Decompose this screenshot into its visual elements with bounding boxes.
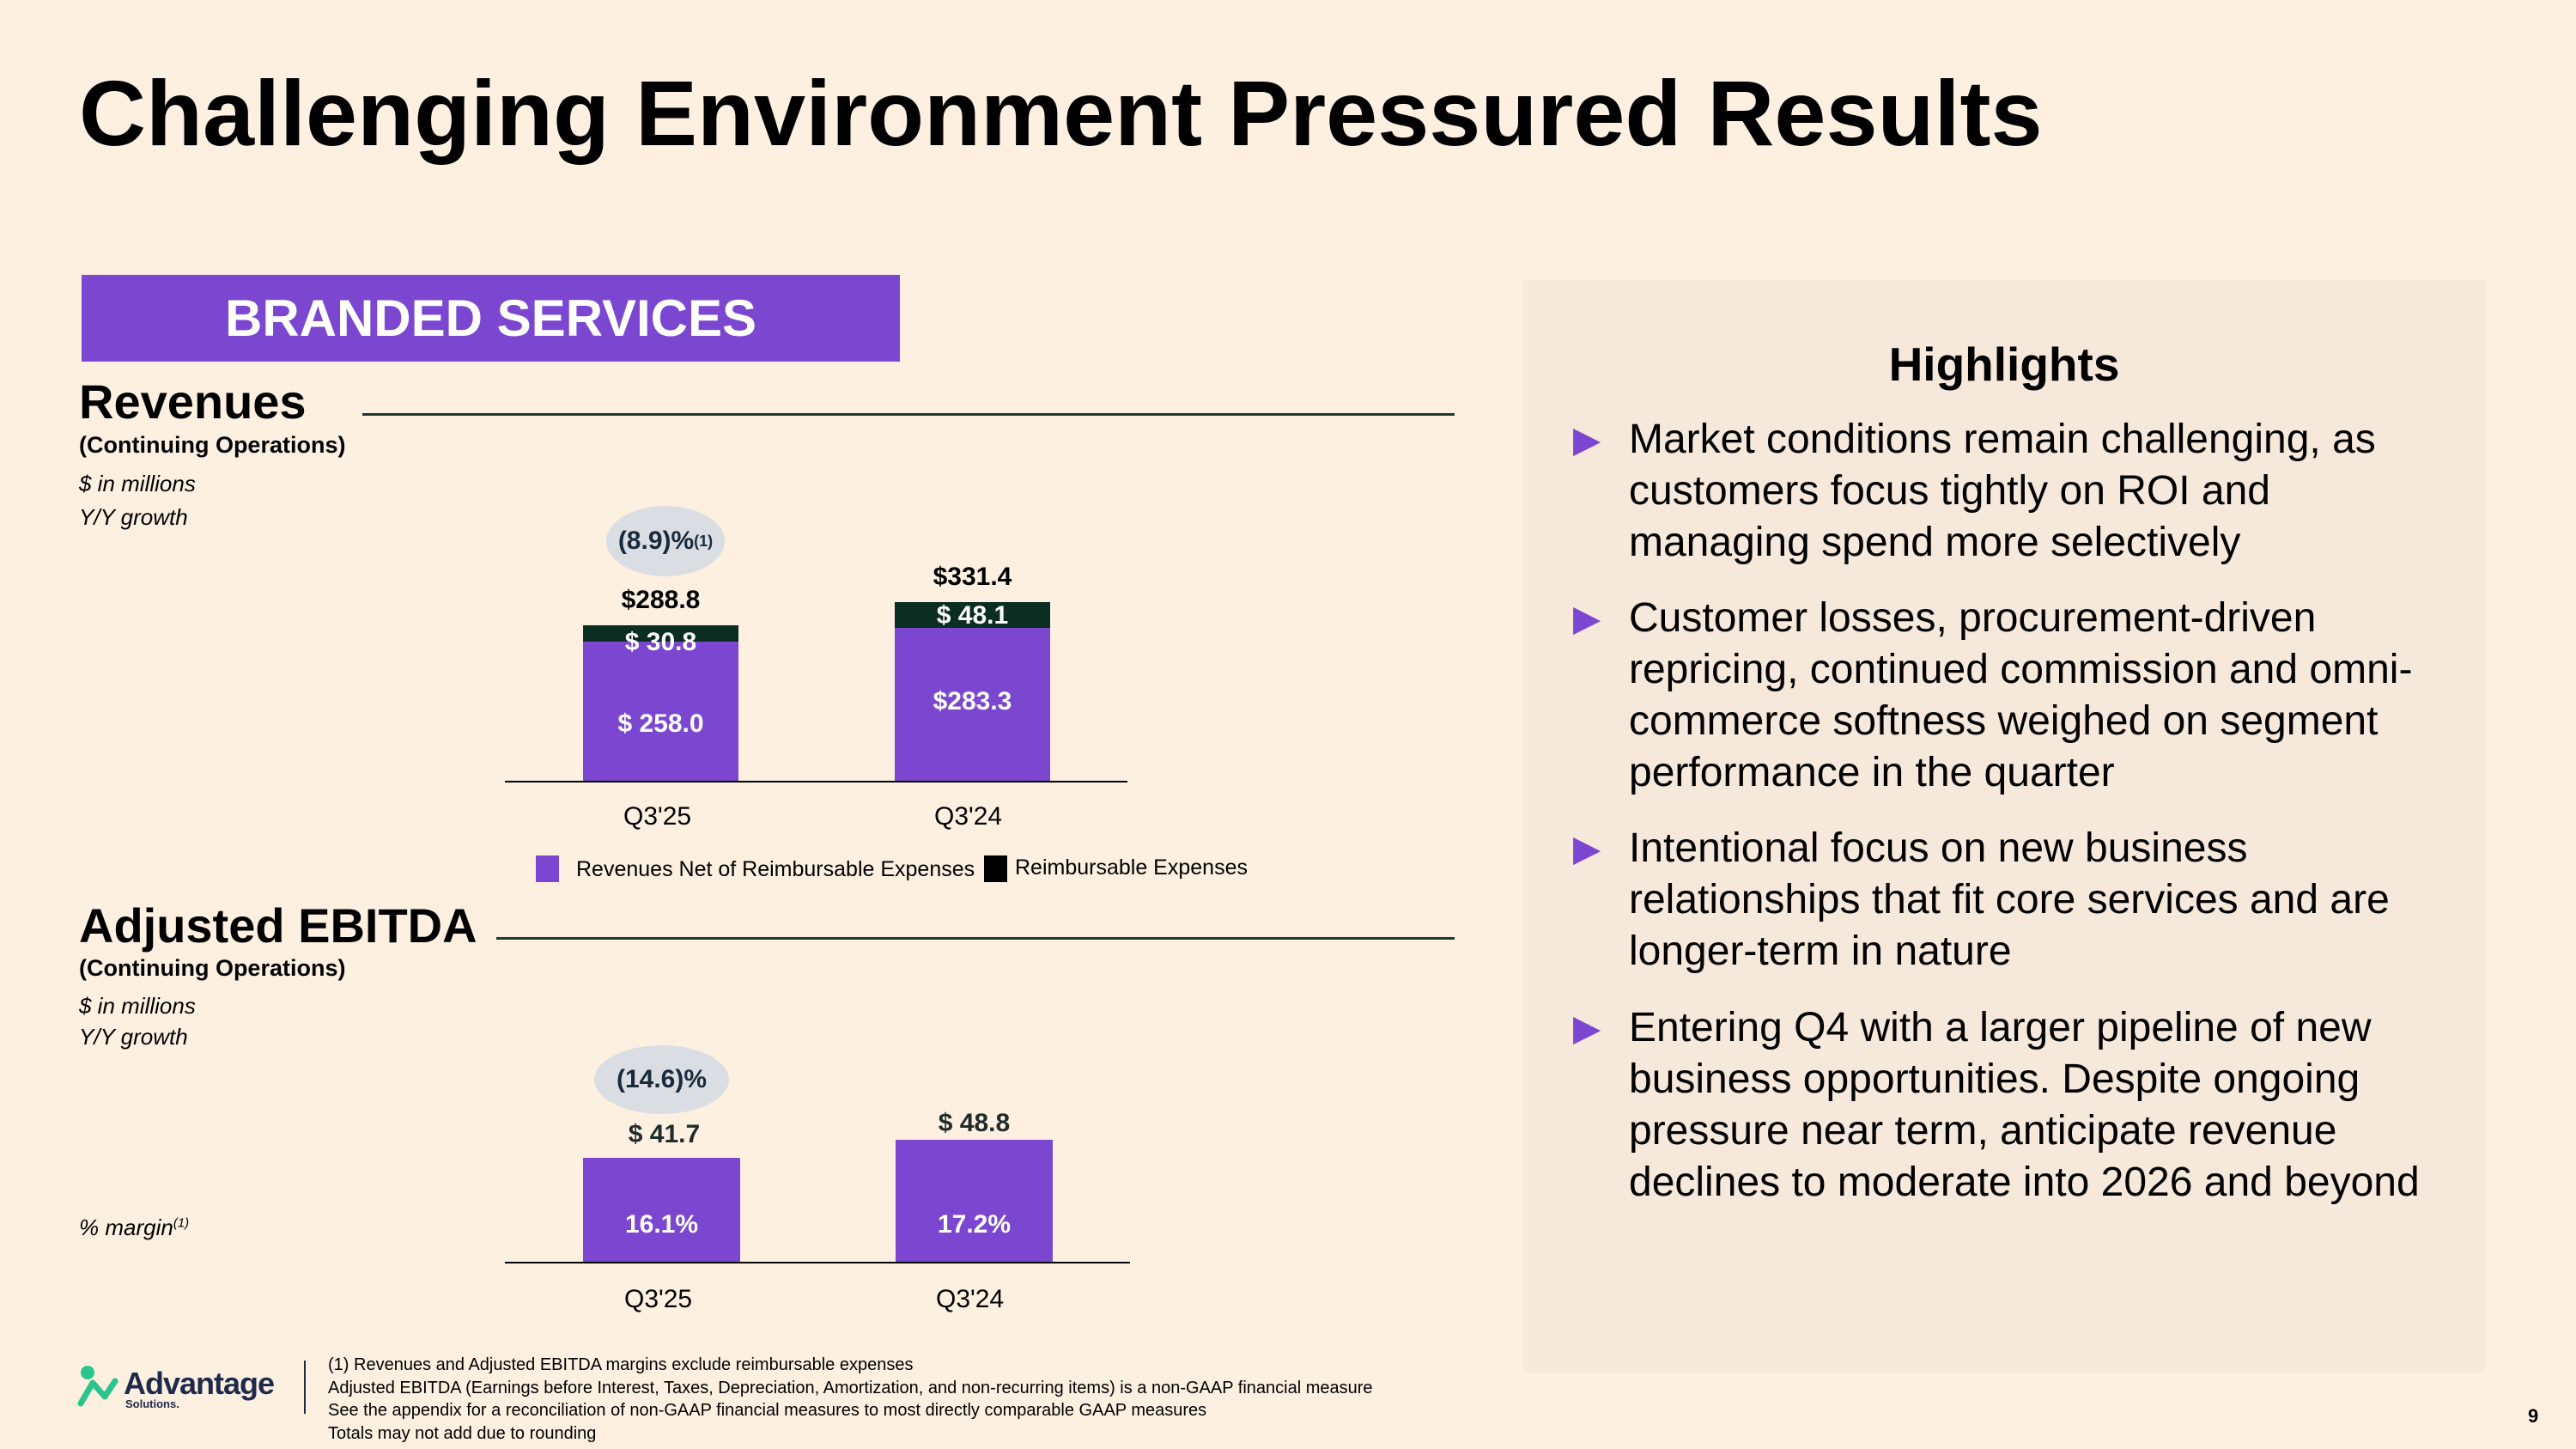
highlight-item: ▶ Customer losses, procurement-driven re… [1573, 593, 2458, 799]
ebitda-unit: $ in millions [79, 993, 196, 1019]
ebitda-growth-value: (14.6)% [616, 1065, 708, 1093]
advantage-logo-icon [77, 1366, 118, 1407]
ebitda-margin-note: (1) [173, 1215, 190, 1231]
label-net-q325: $ 258.0 [617, 709, 704, 739]
total-q324: $331.4 [933, 563, 1012, 591]
highlights-title: Highlights [1888, 338, 2120, 391]
highlight-text: Market conditions remain challenging, as… [1629, 417, 2376, 565]
ebitda-value-q325: $ 41.7 [628, 1119, 701, 1148]
triangle-bullet-icon: ▶ [1573, 828, 1601, 868]
triangle-bullet-icon: ▶ [1573, 598, 1601, 638]
page-number: 9 [2528, 1405, 2539, 1427]
footnote-line: See the appendix for a reconciliation of… [328, 1401, 1207, 1420]
label-reimb-q325: $ 30.8 [624, 628, 697, 657]
highlight-text: Intentional focus on new business relati… [1629, 825, 2390, 974]
footnotes: (1) Revenues and Adjusted EBITDA margins… [328, 1354, 1373, 1445]
revenues-growth-value: (8.9)% [617, 527, 695, 555]
revenues-growth-pill: (8.9)% (1) [606, 506, 725, 576]
revenues-heading: Revenues [79, 374, 307, 429]
footnote-line: Adjusted EBITDA (Earnings before Interes… [328, 1378, 1373, 1397]
legend-swatch-reimb [984, 855, 1007, 882]
bar-reimb-q325 [583, 624, 738, 642]
highlight-text: Entering Q4 with a larger pipeline of ne… [1629, 1005, 2420, 1205]
footnote-line: Totals may not add due to rounding [328, 1423, 597, 1443]
bar-ebitda-q325 [583, 1157, 740, 1262]
ebitda-value-q324: $ 48.8 [938, 1109, 1011, 1137]
ebitda-subheading: (Continuing Operations) [79, 955, 346, 981]
revenues-unit: $ in millions [79, 471, 196, 496]
bar-reimb-q324 [895, 602, 1050, 629]
company-logo [76, 1364, 120, 1411]
total-q325: $288.8 [621, 585, 701, 614]
ebitda-growth-pill: (14.6)% [594, 1045, 729, 1114]
revenues-growth-label: Y/Y growth [79, 504, 188, 530]
label-net-q324: $283.3 [933, 687, 1012, 716]
revenues-tick-q325: Q3'25 [623, 802, 692, 831]
revenues-growth-note: (1) [694, 532, 714, 550]
legend-label-reimb: Reimbursable Expenses [1015, 855, 1248, 880]
highlight-item: ▶ Intentional focus on new business rela… [1573, 823, 2458, 977]
highlight-text: Customer losses, procurement-driven repr… [1629, 595, 2413, 795]
highlight-item: ▶ Market conditions remain challenging, … [1573, 414, 2458, 569]
triangle-bullet-icon: ▶ [1573, 1008, 1601, 1048]
highlights-panel [1523, 280, 2485, 1373]
ebitda-growth-label: Y/Y growth [79, 1024, 188, 1050]
ebitda-rule [496, 937, 1455, 940]
footer-divider [304, 1361, 306, 1414]
bar-ebitda-q324 [896, 1140, 1053, 1262]
triangle-bullet-icon: ▶ [1573, 419, 1601, 460]
footnote-line: (1) Revenues and Adjusted EBITDA margins… [328, 1355, 914, 1374]
ebitda-tick-q324: Q3'24 [936, 1285, 1005, 1313]
ebitda-margin-label: % margin [79, 1215, 173, 1240]
logo-name: Advantage [124, 1366, 275, 1401]
segment-banner: BRANDED SERVICES [82, 275, 900, 362]
ebitda-heading: Adjusted EBITDA [79, 898, 477, 953]
bar-net-q324 [895, 628, 1050, 781]
ebitda-axis [505, 1262, 1130, 1263]
logo-sub: Solutions. [125, 1397, 179, 1410]
ebitda-tick-q325: Q3'25 [624, 1285, 693, 1313]
ebitda-margin-label-wrap: % margin(1) [79, 1215, 189, 1241]
revenues-axis [505, 781, 1127, 782]
legend-label-net: Revenues Net of Reimbursable Expenses [576, 857, 975, 881]
legend-swatch-net [536, 855, 559, 882]
revenues-subheading: (Continuing Operations) [79, 432, 346, 458]
label-reimb-q324: $ 48.1 [936, 601, 1009, 630]
page-title: Challenging Environment Pressured Result… [79, 61, 2043, 165]
ebitda-margin-q325: 16.1% [624, 1210, 699, 1239]
ebitda-margin-q324: 17.2% [937, 1210, 1012, 1239]
bar-net-q325 [583, 642, 738, 781]
revenues-tick-q324: Q3'24 [934, 802, 1003, 831]
revenues-rule [362, 413, 1455, 416]
highlight-item: ▶ Entering Q4 with a larger pipeline of … [1573, 1002, 2458, 1209]
